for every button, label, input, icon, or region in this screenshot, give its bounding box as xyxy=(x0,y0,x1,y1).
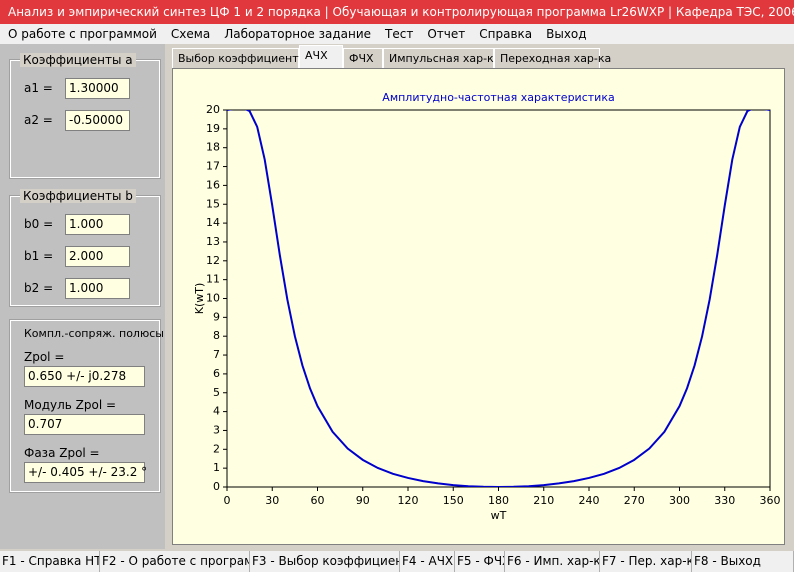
status-bar: F1 - Справка HTMLF2 - О работе с програм… xyxy=(0,551,794,572)
y-tick-label: 11 xyxy=(206,273,220,286)
text-field[interactable]: 2.000 xyxy=(65,246,130,267)
y-tick-label: 2 xyxy=(213,442,220,455)
chart-background xyxy=(173,69,784,544)
x-tick-label: 330 xyxy=(714,494,735,507)
group-title: Коэффициенты b xyxy=(20,189,136,203)
field-label: a2 = xyxy=(24,113,53,127)
y-tick-label: 0 xyxy=(213,480,220,493)
y-tick-label: 18 xyxy=(206,141,220,154)
menu-item[interactable]: Выход xyxy=(546,27,587,41)
y-tick-label: 7 xyxy=(213,348,220,361)
y-tick-label: 1 xyxy=(213,461,220,474)
window-title: Анализ и эмпирический синтез ЦФ 1 и 2 по… xyxy=(0,0,794,24)
group-box xyxy=(9,319,161,493)
tab[interactable]: Переходная хар-ка xyxy=(494,48,611,68)
y-tick-label: 13 xyxy=(206,235,220,248)
status-panel[interactable]: F7 - Пер. хар-ка xyxy=(600,551,692,572)
chart: Амплитудно-частотная характеристика wT K(w… xyxy=(173,69,784,544)
y-tick-label: 8 xyxy=(213,329,220,342)
x-tick-label: 30 xyxy=(265,494,279,507)
x-tick-label: 0 xyxy=(224,494,231,507)
menu-bar: О работе с программой Схема Лабораторное з… xyxy=(0,24,794,44)
x-tick-label: 120 xyxy=(398,494,419,507)
menu-item[interactable]: Справка xyxy=(479,27,533,41)
field-label: Модуль Zpol = xyxy=(24,398,117,412)
y-tick-label: 5 xyxy=(213,386,220,399)
x-axis-label: wT xyxy=(491,509,507,522)
y-tick-label: 4 xyxy=(213,405,220,418)
status-panel[interactable]: F5 - ФЧХ xyxy=(455,551,505,572)
status-panel[interactable]: F3 - Выбор коэффициентов xyxy=(250,551,400,572)
menu-item[interactable]: Лабораторное задание xyxy=(224,27,372,41)
x-tick-label: 60 xyxy=(311,494,325,507)
x-tick-label: 300 xyxy=(669,494,690,507)
field-label: b0 = xyxy=(24,217,54,231)
field-label: Zpol = xyxy=(24,350,65,364)
y-tick-label: 15 xyxy=(206,197,220,210)
x-tick-label: 90 xyxy=(356,494,370,507)
text-field[interactable]: +/- 0.405 +/- 23.2 ° xyxy=(24,462,147,483)
x-tick-label: 240 xyxy=(579,494,600,507)
field-label: b1 = xyxy=(24,249,54,263)
tab[interactable]: Выбор коэффициентов xyxy=(172,48,312,68)
x-tick-label: 360 xyxy=(760,494,781,507)
y-tick-label: 10 xyxy=(206,292,220,305)
status-panel[interactable]: F2 - О работе с программой xyxy=(100,551,250,572)
text-field[interactable]: 0.707 xyxy=(24,414,145,435)
x-tick-label: 150 xyxy=(443,494,464,507)
text-field[interactable]: 1.30000 xyxy=(65,78,130,99)
tab[interactable]: ФЧХ xyxy=(343,48,383,68)
field-label: b2 = xyxy=(24,281,54,295)
chart-title: Амплитудно-частотная характеристика xyxy=(382,91,614,104)
menu-item[interactable]: Тест xyxy=(385,27,414,41)
group-title: Коэффициенты a xyxy=(20,53,136,67)
x-tick-label: 180 xyxy=(488,494,509,507)
y-tick-label: 12 xyxy=(206,254,220,267)
text-field[interactable]: 0.650 +/- j0.278 xyxy=(24,366,145,387)
status-panel[interactable]: F6 - Имп. хар-ка xyxy=(505,551,600,572)
menu-item[interactable]: Отчет xyxy=(427,27,466,41)
y-tick-label: 16 xyxy=(206,178,220,191)
field-label: Фаза Zpol = xyxy=(24,446,100,460)
y-tick-label: 17 xyxy=(206,160,220,173)
tab[interactable]: Импульсная хар-ка xyxy=(383,48,500,68)
y-tick-label: 6 xyxy=(213,367,220,380)
status-panel[interactable]: F1 - Справка HTML xyxy=(0,551,100,572)
status-panel[interactable]: F8 - Выход xyxy=(692,551,794,572)
menu-item[interactable]: Схема xyxy=(170,27,211,41)
field-label: a1 = xyxy=(24,81,53,95)
y-tick-label: 19 xyxy=(206,122,220,135)
menu-item[interactable]: О работе с программой xyxy=(8,27,157,41)
y-tick-label: 20 xyxy=(206,103,220,116)
text-field[interactable]: 1.000 xyxy=(65,214,130,235)
y-axis-label: K(wT) xyxy=(193,283,206,315)
status-panel[interactable]: F4 - АЧХ xyxy=(400,551,455,572)
tab[interactable]: АЧХ xyxy=(299,45,343,68)
data-line xyxy=(227,110,770,487)
group-title: Компл.-сопряж. полюсы xyxy=(24,327,164,340)
y-tick-label: 14 xyxy=(206,216,220,229)
x-tick-label: 210 xyxy=(533,494,554,507)
x-tick-label: 270 xyxy=(624,494,645,507)
y-tick-label: 9 xyxy=(213,310,220,323)
y-tick-label: 3 xyxy=(213,423,220,436)
text-field[interactable]: 1.000 xyxy=(65,278,130,299)
text-field[interactable]: -0.50000 xyxy=(65,110,130,131)
